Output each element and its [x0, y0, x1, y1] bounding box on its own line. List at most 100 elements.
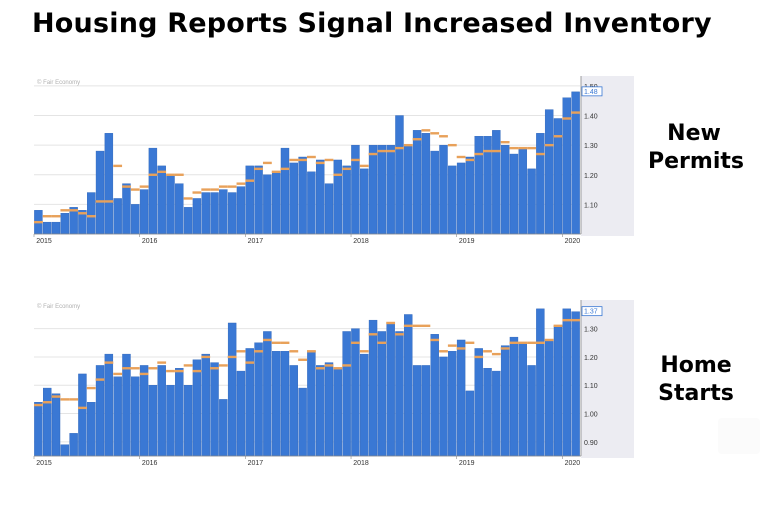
bar [131, 376, 140, 457]
forecast-marker [166, 173, 175, 176]
forecast-marker [95, 378, 105, 381]
bar [324, 362, 334, 457]
forecast-marker [456, 347, 466, 350]
forecast-marker [78, 212, 87, 215]
bar [157, 165, 166, 235]
forecast-marker [315, 367, 325, 370]
forecast-marker [148, 367, 158, 370]
x-tick-label: 2019 [459, 460, 475, 467]
bar [227, 192, 237, 235]
forecast-marker [104, 361, 114, 364]
forecast-marker [201, 355, 211, 359]
bar [219, 399, 228, 457]
permits-label-line-2: Permits [648, 149, 744, 174]
forecast-marker [342, 167, 352, 171]
bar [254, 342, 263, 457]
bar [465, 156, 475, 235]
forecast-marker [78, 406, 87, 410]
forecast-marker [227, 185, 237, 188]
forecast-marker [571, 318, 580, 322]
forecast-marker [60, 209, 70, 212]
forecast-marker [439, 135, 448, 138]
bar [430, 150, 439, 235]
forecast-marker [465, 158, 475, 162]
bar [412, 130, 422, 235]
bar [280, 351, 290, 457]
bar [395, 331, 404, 457]
forecast-marker [553, 135, 563, 138]
forecast-marker [130, 188, 140, 191]
forecast-marker [218, 364, 228, 367]
scale-panel [581, 300, 634, 458]
y-tick-label: 0.90 [584, 440, 598, 447]
bar [298, 156, 307, 235]
bar [483, 368, 492, 457]
forecast-marker [280, 167, 290, 171]
bar [368, 319, 378, 457]
forecast-marker [262, 161, 272, 165]
bar [456, 339, 466, 457]
bar [448, 165, 457, 235]
forecast-marker [183, 197, 193, 200]
forecast-marker [69, 398, 79, 401]
bar [316, 159, 325, 235]
bar [271, 171, 281, 235]
bar [113, 198, 122, 235]
forecast-marker [447, 143, 457, 147]
forecast-marker [315, 161, 325, 165]
bar [148, 385, 158, 457]
bar [500, 345, 510, 457]
bar [78, 373, 87, 457]
forecast-marker [298, 158, 307, 162]
forecast-marker [500, 347, 510, 350]
bar [544, 109, 554, 235]
bar [421, 365, 431, 457]
starts-chart-svg: 1.30 1.20 1.10 1.00 0.90 2015 2016 2017 2018 2019… [30, 300, 634, 468]
bar [527, 365, 536, 457]
forecast-marker [342, 364, 352, 367]
x-tick-label: 2016 [142, 238, 158, 245]
forecast-marker [351, 158, 360, 162]
bar [192, 198, 202, 235]
y-tick-label: 1.10 [584, 202, 598, 209]
latest-value-label: 1.37 [584, 309, 598, 316]
bar [210, 192, 219, 235]
bar [456, 162, 466, 235]
bar [87, 192, 96, 235]
forecast-marker [403, 324, 413, 328]
bar [527, 168, 536, 235]
y-tick-label: 1.40 [584, 114, 598, 121]
bar [404, 314, 413, 457]
bar [43, 221, 52, 235]
bar [113, 376, 122, 457]
bar [175, 368, 184, 457]
bar [139, 189, 149, 235]
forecast-marker [245, 179, 255, 182]
y-tick-label: 1.20 [584, 355, 598, 362]
bar [307, 171, 316, 235]
bar [377, 331, 387, 457]
bar [404, 144, 413, 235]
forecast-marker [271, 170, 281, 174]
permits-chart-svg: 1.501.401.301.201.1020152016201720182019… [30, 76, 634, 246]
forecast-marker [271, 341, 281, 344]
bar [254, 165, 263, 235]
bar [377, 144, 387, 235]
bar [412, 365, 422, 457]
bar [51, 221, 61, 235]
x-tick-label: 2017 [248, 460, 264, 467]
forecast-marker [324, 364, 334, 367]
forecast-marker [491, 352, 501, 356]
bar [333, 368, 343, 457]
forecast-marker [359, 350, 369, 353]
forecast-marker [456, 155, 466, 159]
forecast-marker [562, 318, 572, 322]
forecast-marker [289, 350, 299, 353]
forecast-marker [544, 338, 554, 342]
bar [360, 168, 369, 235]
latest-value-tag [581, 86, 603, 97]
forecast-marker [535, 152, 545, 156]
forecast-marker [42, 215, 52, 218]
bar [518, 147, 527, 235]
bar [122, 183, 131, 235]
